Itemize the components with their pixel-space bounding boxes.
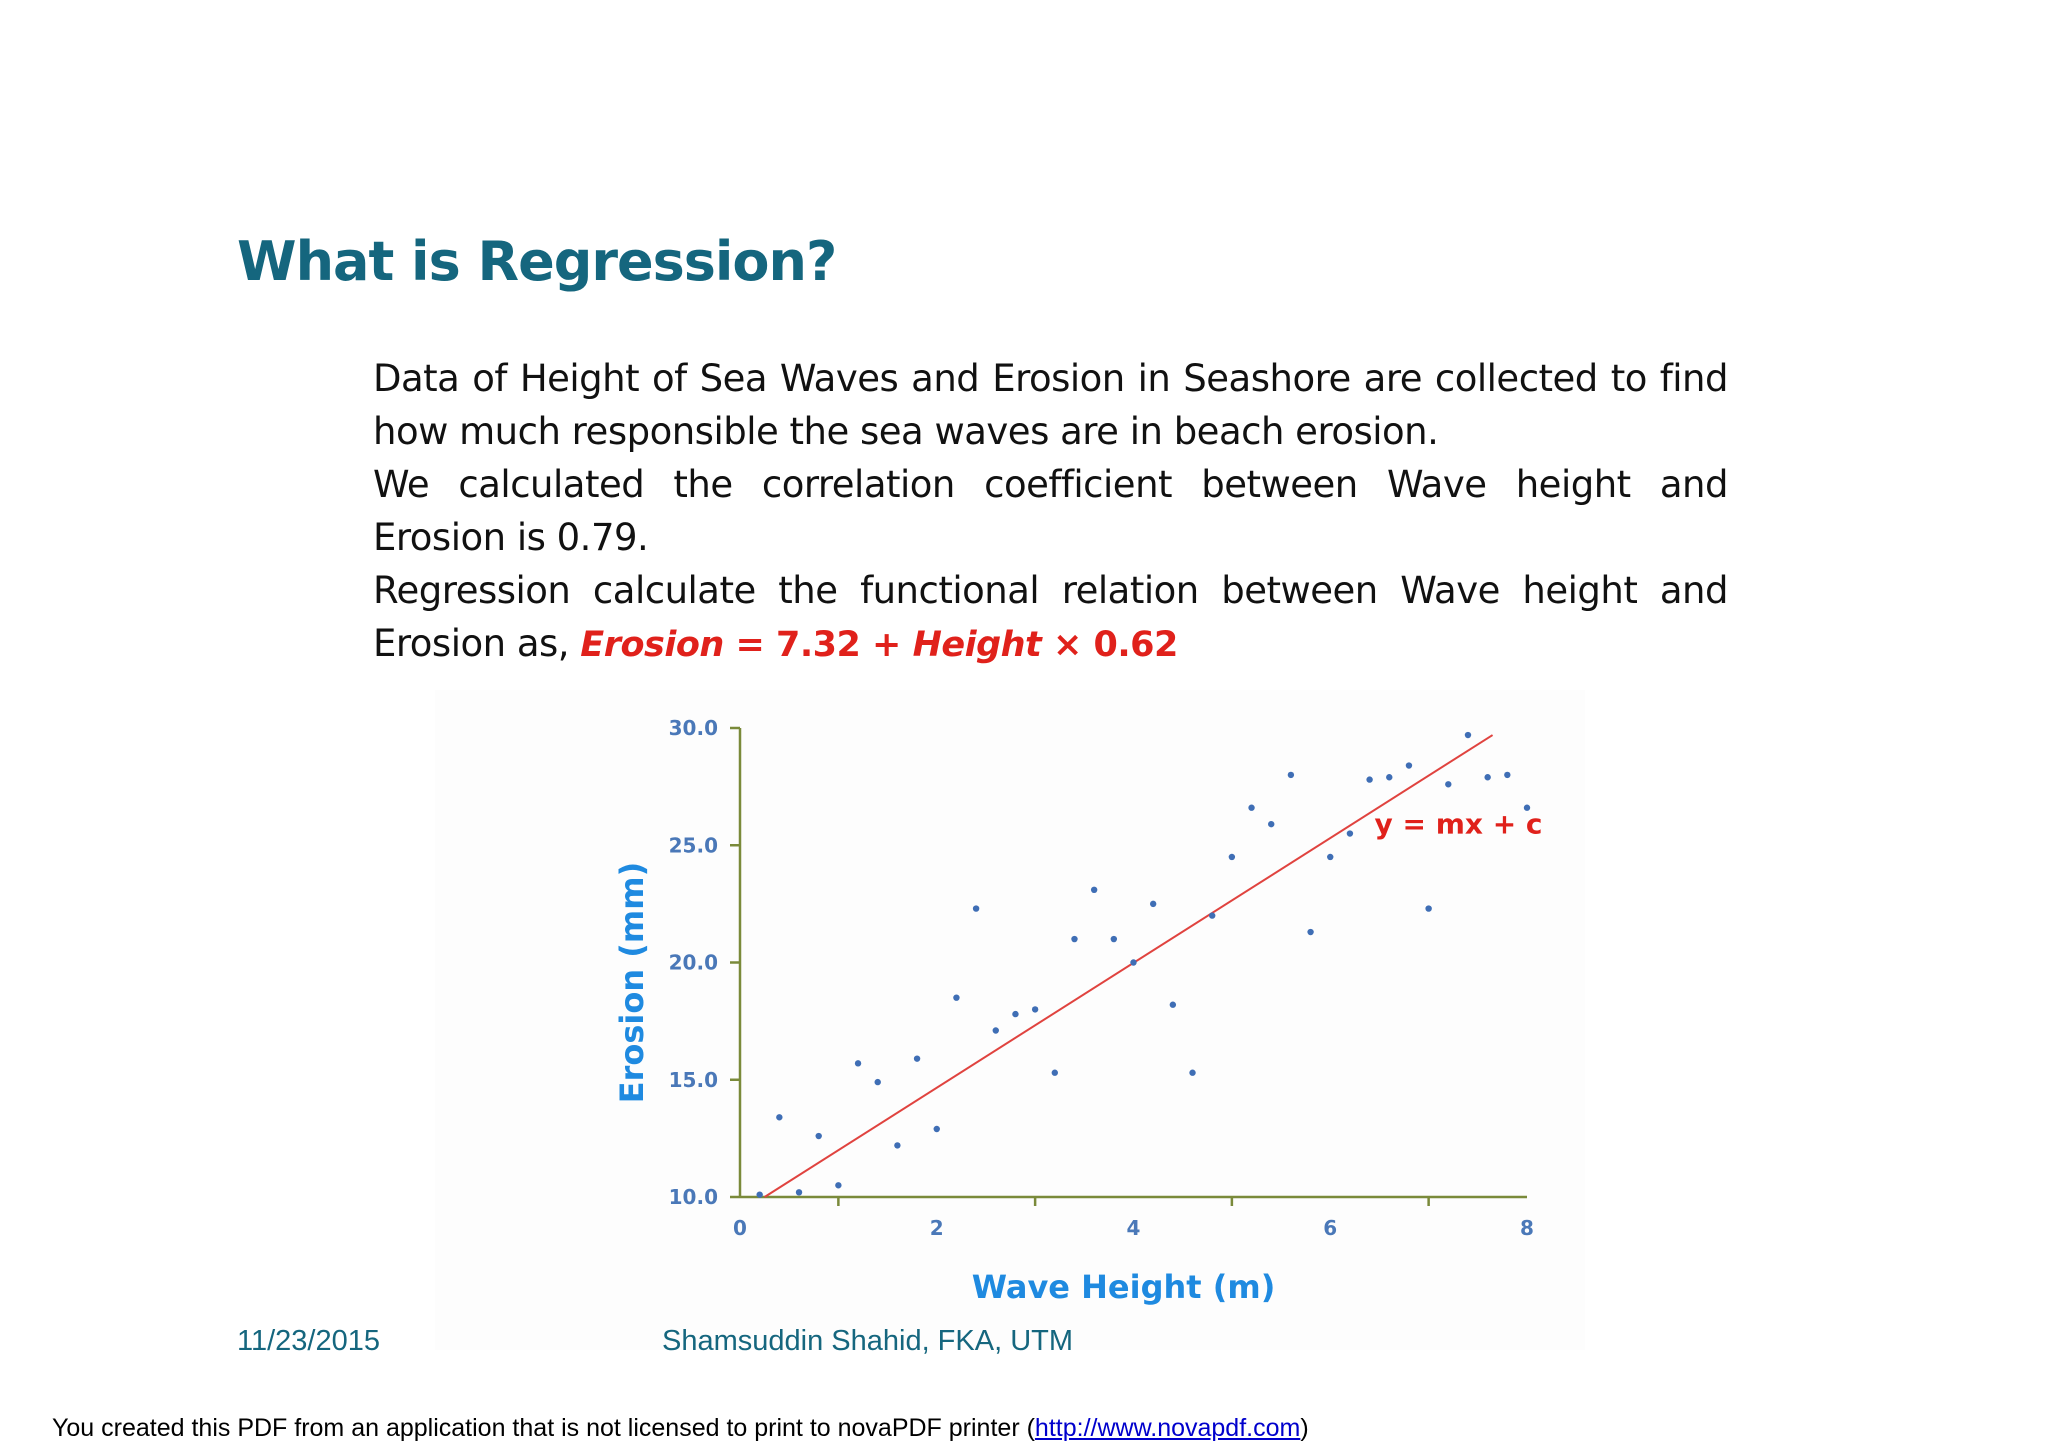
data-point: [1523, 804, 1531, 811]
scatter-chart-svg: 10.0 15.0 20.0 25.0 30.0 0 2 4 6 8 y = mx + c Wave …: [613, 716, 2021, 1306]
x-tick-label: 0: [733, 1216, 747, 1240]
data-point: [854, 1060, 862, 1067]
data-point: [1366, 776, 1373, 783]
y-axis-label: Erosion (mm): [613, 862, 651, 1103]
formula-constant: = 7.32 +: [723, 625, 913, 665]
data-point: [1110, 935, 1118, 943]
data-point: [913, 1055, 921, 1062]
data-point: [1169, 1001, 1177, 1008]
y-tick-label: 15.0: [669, 1068, 718, 1092]
data-point: [1307, 928, 1314, 936]
data-point: [1012, 1010, 1019, 1018]
y-tick-label: 25.0: [669, 833, 718, 857]
data-point: [1090, 886, 1098, 894]
data-point: [1464, 731, 1472, 739]
regression-intro: Regression calculate the functional rela…: [373, 569, 1729, 665]
paragraph-regression: Regression calculate the functional rela…: [373, 564, 1729, 672]
data-point: [1405, 762, 1413, 769]
data-point: [1248, 804, 1255, 811]
x-tick-label: 4: [1127, 1216, 1141, 1240]
data-point: [1287, 771, 1295, 779]
data-point: [795, 1189, 803, 1196]
y-tick-label: 10.0: [669, 1185, 718, 1209]
y-tick-label: 30.0: [669, 716, 718, 740]
chart-axes: [730, 726, 2021, 1206]
slide-title: What is Regression?: [237, 230, 837, 293]
data-point: [992, 1027, 999, 1034]
chart-labels: 10.0 15.0 20.0 25.0 30.0 0 2 4 6 8 y = mx + c Wave …: [613, 716, 1543, 1306]
data-point: [1504, 771, 1511, 779]
data-point: [894, 1142, 901, 1149]
data-point: [1346, 830, 1354, 837]
data-point: [835, 1182, 842, 1189]
formula-slope: × 0.62: [1041, 625, 1178, 665]
paragraph-data-description: Data of Height of Sea Waves and Erosion …: [373, 357, 1729, 453]
data-point: [933, 1125, 940, 1133]
data-point: [776, 1114, 783, 1121]
license-text: You created this PDF from an application…: [52, 1414, 1035, 1442]
data-point: [1268, 820, 1275, 828]
license-notice: You created this PDF from an application…: [52, 1414, 1309, 1443]
footer-author: Shamsuddin Shahid, FKA, UTM: [662, 1325, 1074, 1357]
data-point: [1484, 774, 1491, 781]
data-point: [1386, 774, 1393, 781]
x-axis-label: Wave Height (m): [972, 1268, 1276, 1306]
novapdf-link[interactable]: http://www.novapdf.com: [1034, 1414, 1301, 1442]
data-point: [1130, 959, 1137, 966]
footer-date: 11/23/2015: [237, 1325, 380, 1357]
formula-height: Height: [912, 625, 1042, 665]
data-point: [756, 1191, 763, 1198]
scatter-chart: 10.0 15.0 20.0 25.0 30.0 0 2 4 6 8 y = mx + c Wave …: [435, 690, 2021, 1350]
y-tick-label: 20.0: [669, 951, 718, 975]
equation-annotation: y = mx + c: [1375, 808, 1543, 841]
regression-formula: Erosion = 7.32 + Height × 0.62: [580, 625, 1178, 665]
data-point: [874, 1078, 881, 1086]
formula-erosion: Erosion: [580, 625, 724, 665]
slide-body: Data of Height of Sea Waves and Erosion …: [373, 352, 1729, 672]
x-tick-label: 8: [1520, 1216, 1534, 1240]
data-point: [972, 905, 980, 912]
data-point: [1445, 781, 1452, 788]
chart-points: [756, 731, 1531, 1198]
paragraph-correlation: We calculated the correlation coefficien…: [373, 463, 1729, 559]
data-point: [1209, 912, 1216, 919]
data-point: [1051, 1069, 1058, 1076]
x-tick-label: 2: [930, 1216, 944, 1240]
data-point: [1327, 853, 1334, 861]
x-tick-label: 6: [1323, 1216, 1337, 1240]
license-close: ): [1300, 1414, 1309, 1442]
data-point: [1189, 1069, 1196, 1076]
data-point: [1149, 900, 1157, 908]
data-point: [953, 994, 960, 1001]
data-point: [1071, 935, 1078, 943]
data-point: [1228, 853, 1236, 861]
data-point: [815, 1132, 822, 1140]
data-point: [1425, 905, 1432, 912]
chart-fit-line: [764, 734, 1494, 1198]
regression-line: [764, 734, 1494, 1198]
data-point: [1031, 1006, 1039, 1013]
